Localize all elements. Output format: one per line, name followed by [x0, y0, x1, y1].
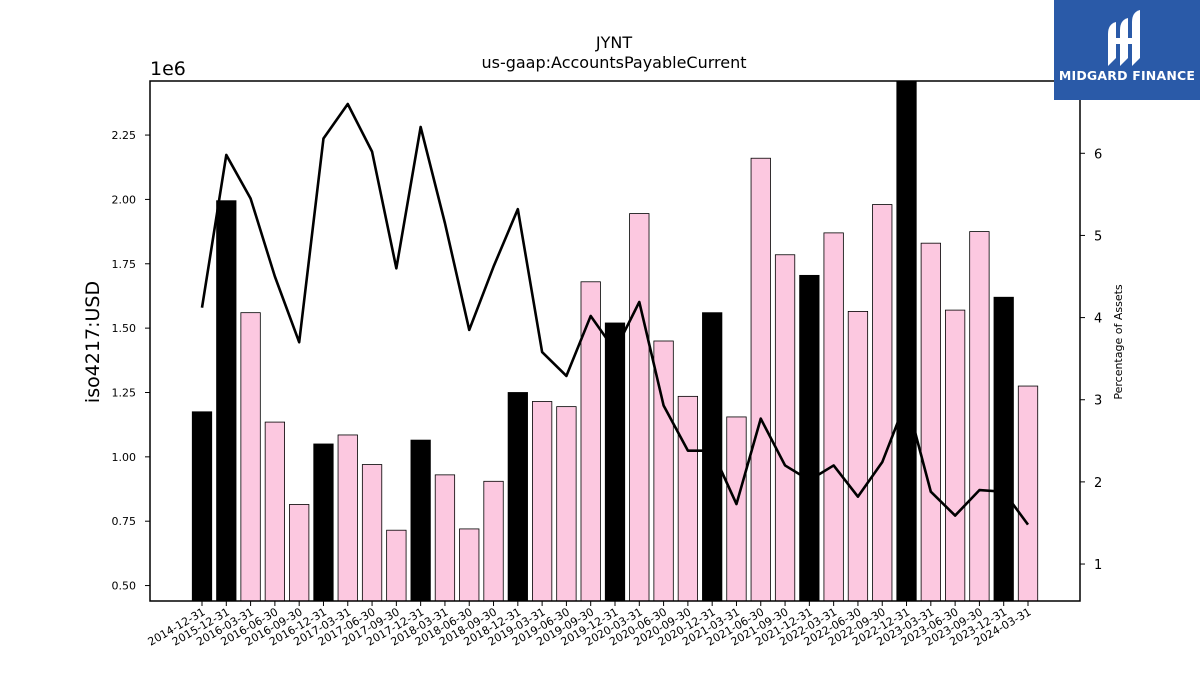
- bar-2016-06-30: [264, 421, 286, 602]
- bar-2017-09-30: [386, 529, 407, 602]
- bar-2019-03-31: [532, 401, 553, 602]
- bar-2019-06-30: [556, 406, 577, 602]
- bar-2023-09-30: [969, 231, 990, 602]
- bar-2019-12-31: [604, 322, 626, 602]
- bar-2023-03-31: [920, 242, 941, 602]
- y-tick-label: 2.25: [112, 129, 137, 142]
- y-tick-label: 1.50: [112, 322, 137, 335]
- y-tick-label: 0.50: [112, 580, 137, 593]
- bar-2022-03-31: [823, 232, 844, 602]
- y2-tick-label: 4: [1094, 312, 1102, 327]
- line-series: [200, 102, 1030, 526]
- bar-2014-12-31: [191, 411, 213, 602]
- bar-2020-09-30: [677, 395, 698, 602]
- midgard-logo-icon: [1108, 10, 1140, 66]
- y-tick-label: 0.75: [112, 515, 137, 528]
- bar-2021-12-31: [799, 274, 820, 602]
- bar-2021-09-30: [774, 254, 796, 602]
- y-offset-label: 1e6: [150, 58, 186, 80]
- y2-tick-label: 6: [1094, 147, 1102, 162]
- bar-2018-09-30: [483, 480, 504, 602]
- logo-text: MIDGARD FINANCE: [1058, 68, 1196, 83]
- bar-2017-12-31: [410, 439, 431, 602]
- bar-2022-09-30: [872, 204, 893, 602]
- y2-axis-label: Percentage of Assets: [1112, 284, 1125, 400]
- bar-2017-03-31: [337, 434, 358, 602]
- y2-tick-label: 3: [1094, 394, 1102, 409]
- bar-2016-03-31: [240, 312, 261, 602]
- y-axis-label: iso4217:USD: [82, 281, 104, 403]
- bar-2020-12-31: [702, 312, 723, 602]
- bar-2016-12-31: [313, 443, 334, 602]
- y-tick-label: 2.00: [112, 193, 137, 206]
- y2-tick-label: 5: [1094, 229, 1102, 244]
- bar-2024-03-31: [1017, 385, 1039, 602]
- bar-2021-03-31: [726, 416, 747, 602]
- axes: 0.500.751.001.251.501.752.002.2512345620…: [112, 80, 1102, 649]
- bar-2022-06-30: [847, 310, 869, 602]
- bar-2018-12-31: [507, 392, 528, 602]
- bar-2017-06-30: [361, 464, 383, 602]
- y-tick-label: 1.75: [112, 258, 137, 271]
- bar-2020-03-31: [629, 213, 650, 602]
- midgard-finance-logo: MIDGARD FINANCE: [1054, 0, 1200, 100]
- chart-title: JYNT: [595, 33, 632, 52]
- bar-2021-06-30: [750, 157, 771, 602]
- y-tick-label: 1.25: [112, 386, 137, 399]
- y2-tick-label: 1: [1094, 558, 1102, 573]
- bar-2023-06-30: [945, 309, 966, 602]
- bar-2022-12-31: [896, 80, 917, 602]
- bar-2018-03-31: [434, 474, 456, 602]
- bar-2015-12-31: [216, 200, 237, 602]
- y-tick-label: 1.00: [112, 451, 137, 464]
- bar-2016-09-30: [289, 504, 310, 602]
- bar-series: [191, 80, 1039, 602]
- y2-tick-label: 2: [1094, 476, 1102, 491]
- chart-subtitle: us-gaap:AccountsPayableCurrent: [481, 53, 746, 72]
- bar-2023-12-31: [993, 296, 1014, 602]
- bar-2018-06-30: [459, 528, 480, 602]
